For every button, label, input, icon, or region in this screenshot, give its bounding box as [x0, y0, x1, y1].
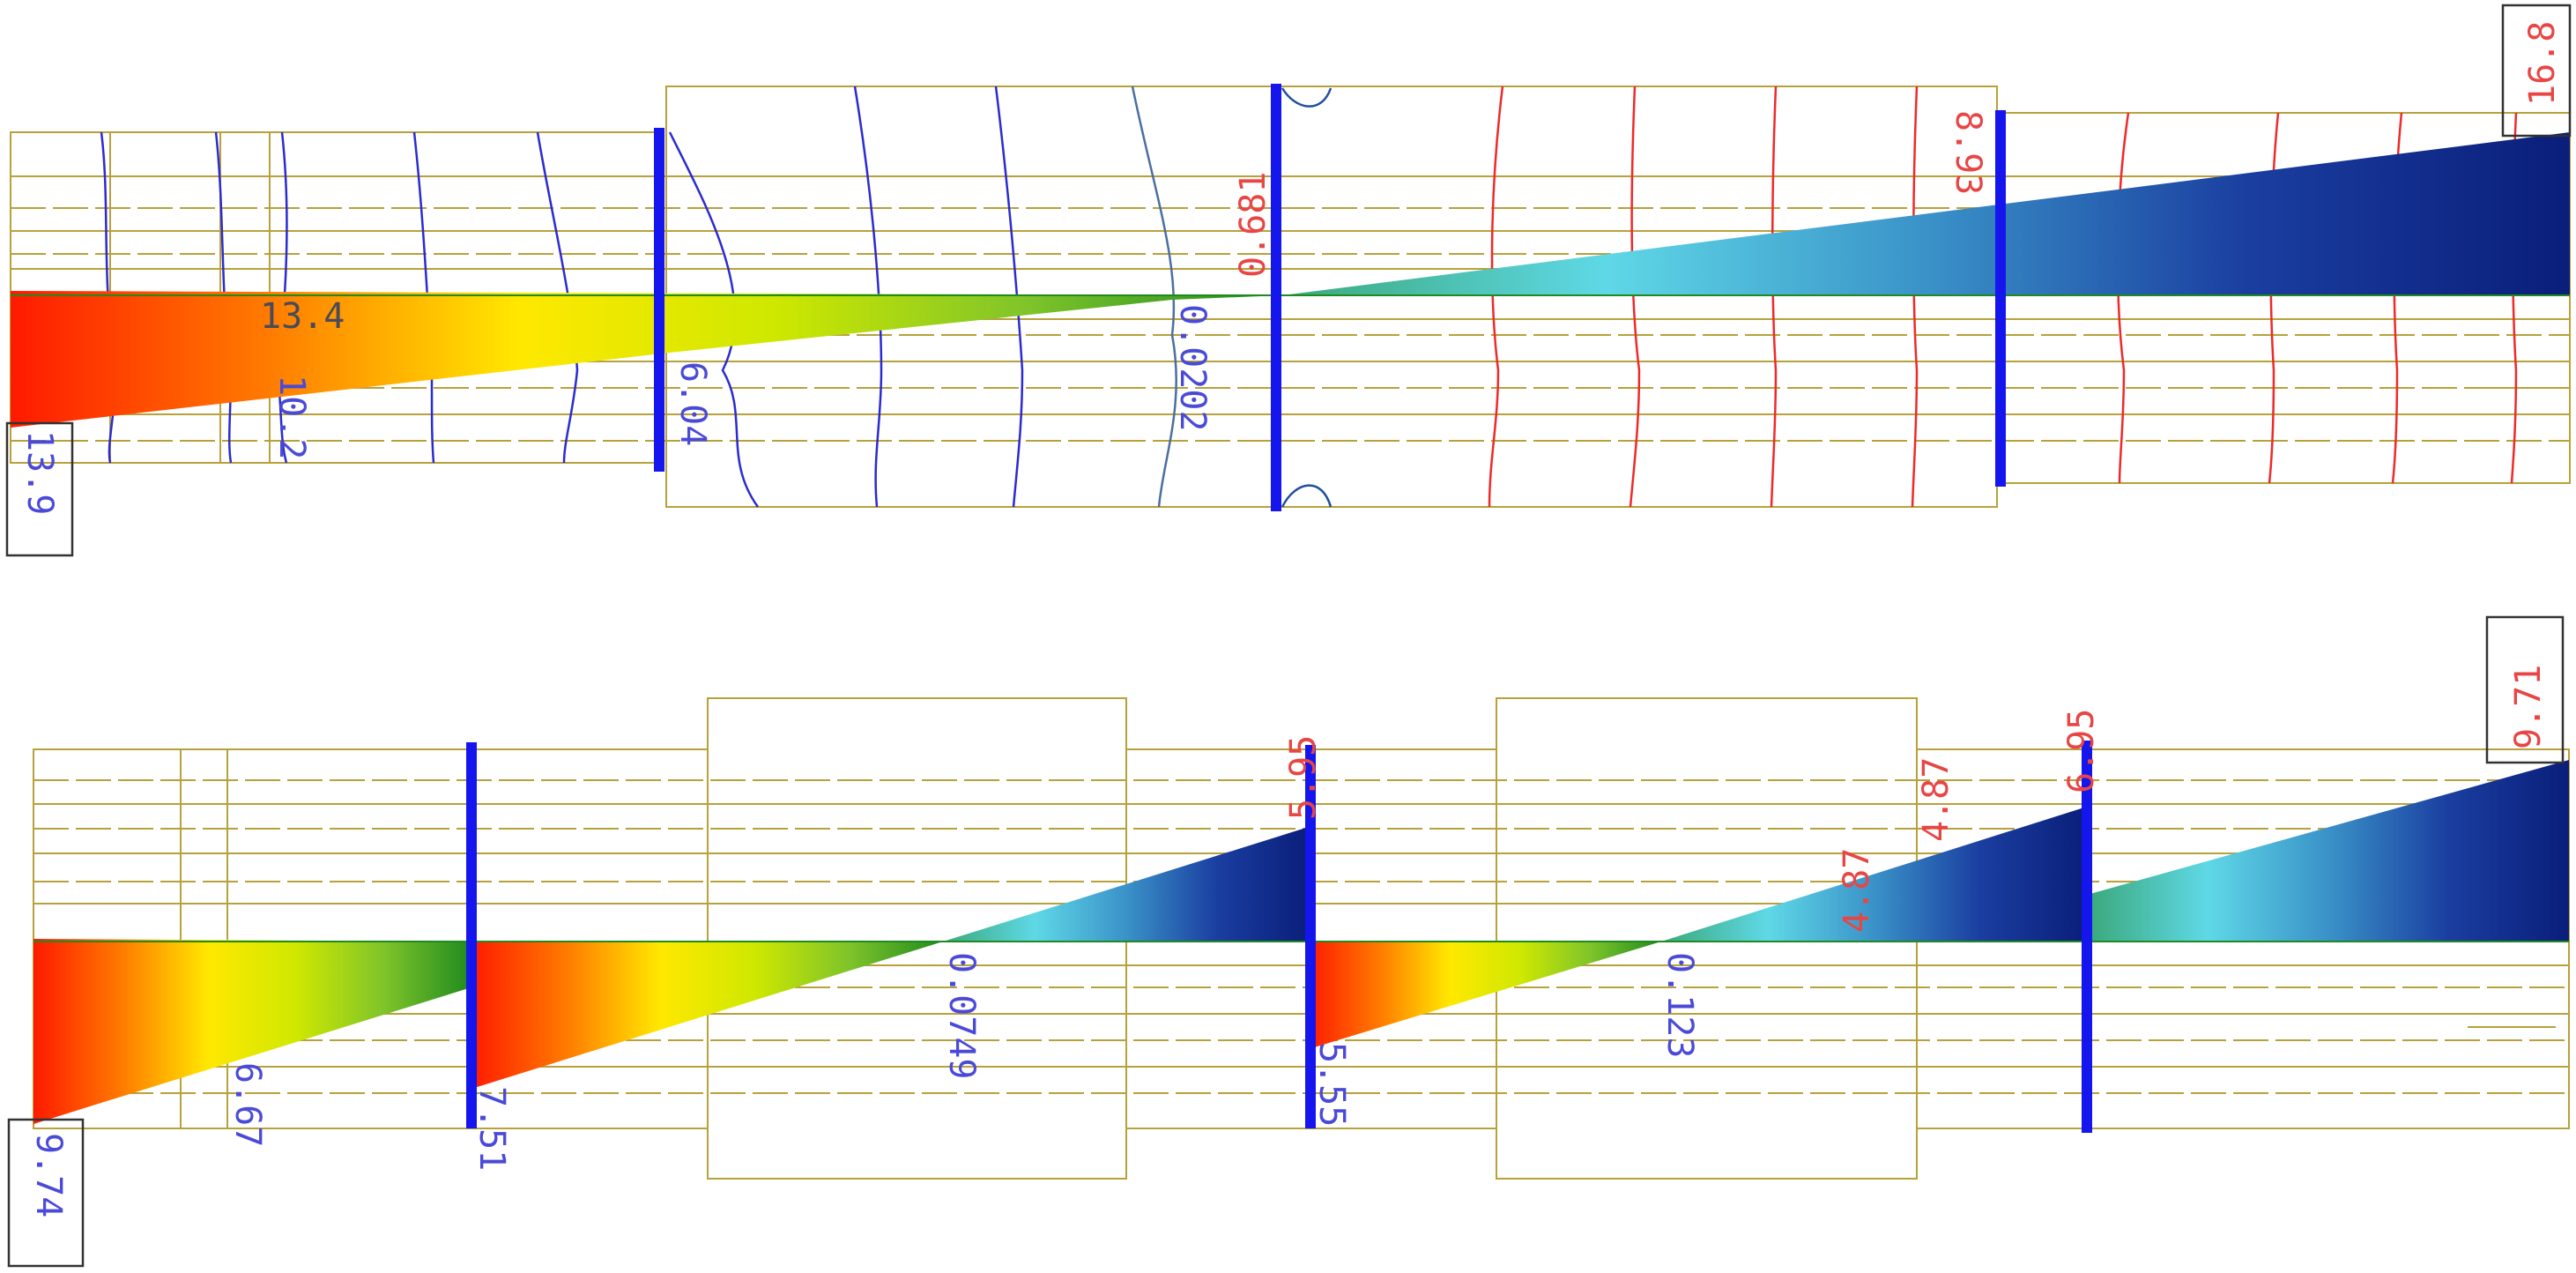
bottom-moment-span4-pos — [2087, 760, 2569, 942]
bottom-panel: 9.74 6.67 7.51 0.0749 5.95 5.55 0.123 4.… — [7, 615, 2570, 1268]
top-first-span-label: 10.2 — [271, 375, 312, 459]
top-peak-neg-label: 13.4 — [260, 296, 345, 337]
top-supports — [654, 84, 2006, 511]
top-value-labels: 13.9 13.4 10.2 6.04 0.0202 0.681 8.93 16… — [5, 4, 2572, 557]
top-moment-positive-fill — [1282, 132, 2570, 295]
top-pos-mid-label: 0.681 — [1233, 172, 1273, 278]
bottom-pos-b2-label: 4.87 — [1916, 757, 1956, 842]
top-left-max-box — [5, 421, 74, 557]
bottom-moment-span2-pos — [943, 827, 1309, 942]
bottom-pos-b1-label: 4.87 — [1837, 848, 1877, 933]
top-right-max-label: 16.8 — [2522, 21, 2563, 106]
bottom-support-a-label: 7.51 — [471, 1086, 512, 1171]
bottom-zero-b-label: 0.123 — [1659, 952, 1700, 1058]
top-support-a-label: 6.04 — [672, 361, 713, 446]
top-right-max-box — [2501, 4, 2572, 138]
bottom-moment-span3-neg — [1309, 942, 1661, 1049]
bottom-support-b-label: 5.55 — [1311, 1042, 1352, 1127]
top-moment-fill — [11, 132, 2570, 428]
top-contour-lines — [100, 86, 2518, 508]
bottom-first-span-label: 6.67 — [227, 1062, 268, 1147]
bottom-moment-span3-pos — [1661, 807, 2087, 942]
bottom-left-max-label: 9.74 — [28, 1133, 69, 1217]
bottom-pos-a-label: 5.95 — [1283, 735, 1324, 820]
bottom-supports — [466, 741, 2092, 1133]
bottom-value-labels: 9.74 6.67 7.51 0.0749 5.95 5.55 0.123 4.… — [7, 615, 2565, 1268]
bottom-moment-span1-neg — [33, 939, 471, 1124]
bottom-right-max-label: 9.71 — [2508, 665, 2549, 749]
top-pos-high-label: 8.93 — [1948, 110, 1988, 195]
bottom-moment-span2-neg — [471, 942, 943, 1089]
top-zero-cross-label: 0.0202 — [1172, 304, 1213, 432]
bottom-moment-fill — [33, 760, 2569, 1124]
bottom-right-max-box — [2485, 615, 2565, 764]
top-panel: 13.9 13.4 10.2 6.04 0.0202 0.681 8.93 16… — [5, 4, 2572, 557]
top-moment-negative-fill — [11, 291, 1282, 428]
top-left-max-label: 13.9 — [19, 430, 60, 515]
bottom-zero-a-label: 0.0749 — [941, 952, 982, 1080]
bottom-left-max-box — [7, 1118, 85, 1268]
bottom-pos-c-label: 6.95 — [2061, 709, 2102, 793]
